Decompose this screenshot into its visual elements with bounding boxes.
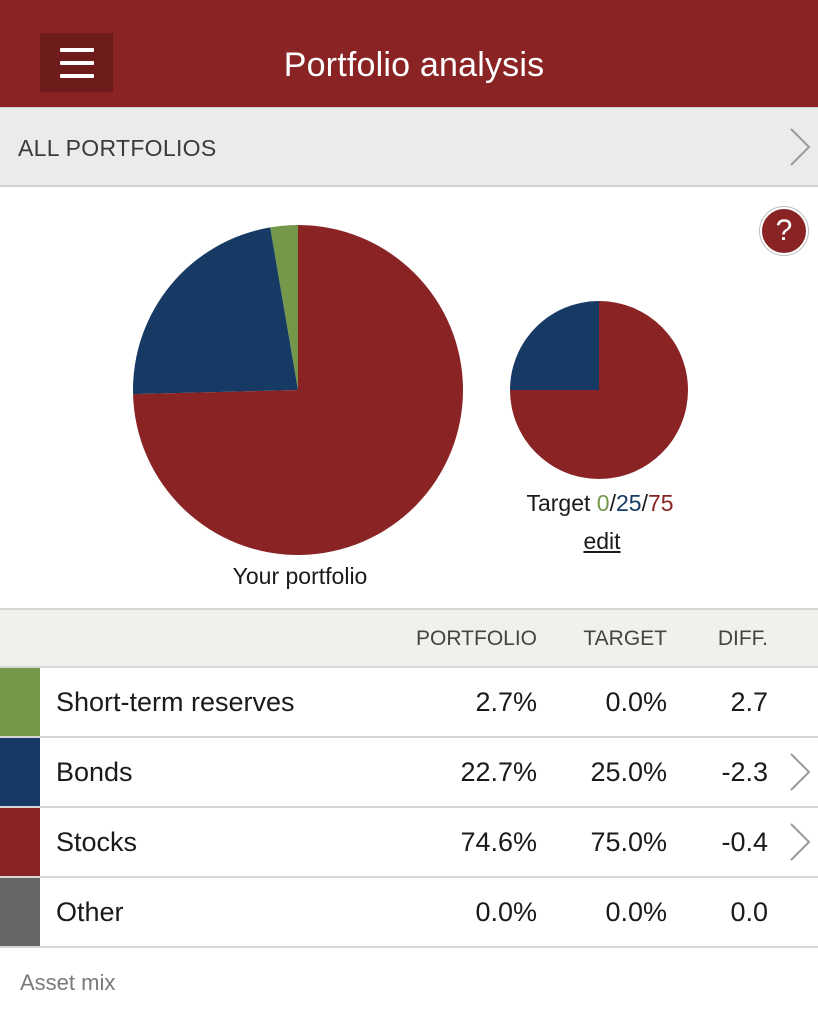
asset-mix-label: Asset mix xyxy=(20,970,116,995)
portfolio-value: 22.7% xyxy=(460,757,537,787)
pie-slice-bonds xyxy=(510,301,599,390)
target-label: Target 0/25/75 xyxy=(500,490,700,517)
target-pie-chart xyxy=(510,301,688,479)
asset-name: Short-term reserves xyxy=(56,687,295,717)
header-diff: DIFF. xyxy=(717,627,768,650)
target-value-bonds: 25 xyxy=(615,490,642,516)
asset-mix-table: PORTFOLIO TARGET DIFF. Short-term reserv… xyxy=(0,608,818,948)
color-swatch xyxy=(0,668,40,736)
color-swatch xyxy=(0,808,40,876)
pie-slice-stocks xyxy=(133,225,463,555)
table-row-other: Other 0.0% 0.0% 0.0 xyxy=(0,878,818,948)
portfolio-value: 0.0% xyxy=(475,897,537,927)
page-title: Portfolio analysis xyxy=(283,46,545,84)
table-row-stocks[interactable]: Stocks 74.6% 75.0% -0.4 xyxy=(0,808,818,878)
your-portfolio-label: Your portfolio xyxy=(232,563,368,589)
target-separator: / xyxy=(641,490,648,516)
hamburger-menu-icon[interactable] xyxy=(40,33,113,92)
target-separator: / xyxy=(609,490,616,516)
target-value: 0.0% xyxy=(605,897,667,927)
color-swatch xyxy=(0,738,40,806)
asset-name: Other xyxy=(56,897,124,927)
edit-target-link[interactable]: edit xyxy=(583,528,621,554)
target-value: 25.0% xyxy=(590,757,667,787)
pie-slice-short-term-reserves xyxy=(270,225,298,390)
diff-value: 0.0 xyxy=(730,897,768,927)
target-prefix: Target xyxy=(526,490,597,516)
menu-bar xyxy=(59,47,94,52)
chevron-right-icon[interactable] xyxy=(789,753,811,791)
target-value: 0.0% xyxy=(605,687,667,717)
pie-slice-bonds xyxy=(133,227,298,395)
target-value: 75.0% xyxy=(590,827,667,857)
header-target: TARGET xyxy=(583,627,667,650)
portfolio-value: 74.6% xyxy=(460,827,537,857)
table-row-bonds[interactable]: Bonds 22.7% 25.0% -2.3 xyxy=(0,738,818,808)
target-value-stocks: 75 xyxy=(647,490,674,516)
all-portfolios-label: ALL PORTFOLIOS xyxy=(18,135,217,161)
table-header: PORTFOLIO TARGET DIFF. xyxy=(0,608,818,668)
color-swatch xyxy=(0,878,40,946)
pie-slice-stocks xyxy=(510,301,688,479)
asset-name: Bonds xyxy=(56,757,133,787)
chevron-right-icon[interactable] xyxy=(789,823,811,861)
table-row-short-term-reserves: Short-term reserves 2.7% 0.0% 2.7 xyxy=(0,668,818,738)
help-icon[interactable]: ? xyxy=(760,207,808,255)
diff-value: -2.3 xyxy=(721,757,768,787)
app-header: Portfolio analysis xyxy=(0,0,818,107)
target-value-short-term: 0 xyxy=(596,490,610,516)
asset-name: Stocks xyxy=(56,827,138,857)
header-portfolio: PORTFOLIO xyxy=(416,627,537,650)
portfolio-value: 2.7% xyxy=(475,687,537,717)
menu-bar xyxy=(59,73,94,78)
menu-bar xyxy=(59,60,94,65)
chevron-right-icon xyxy=(789,128,811,166)
diff-value: 2.7 xyxy=(730,687,768,717)
your-portfolio-pie-chart xyxy=(133,225,463,555)
diff-value: -0.4 xyxy=(721,827,768,857)
all-portfolios-row[interactable]: ALL PORTFOLIOS xyxy=(0,107,818,187)
